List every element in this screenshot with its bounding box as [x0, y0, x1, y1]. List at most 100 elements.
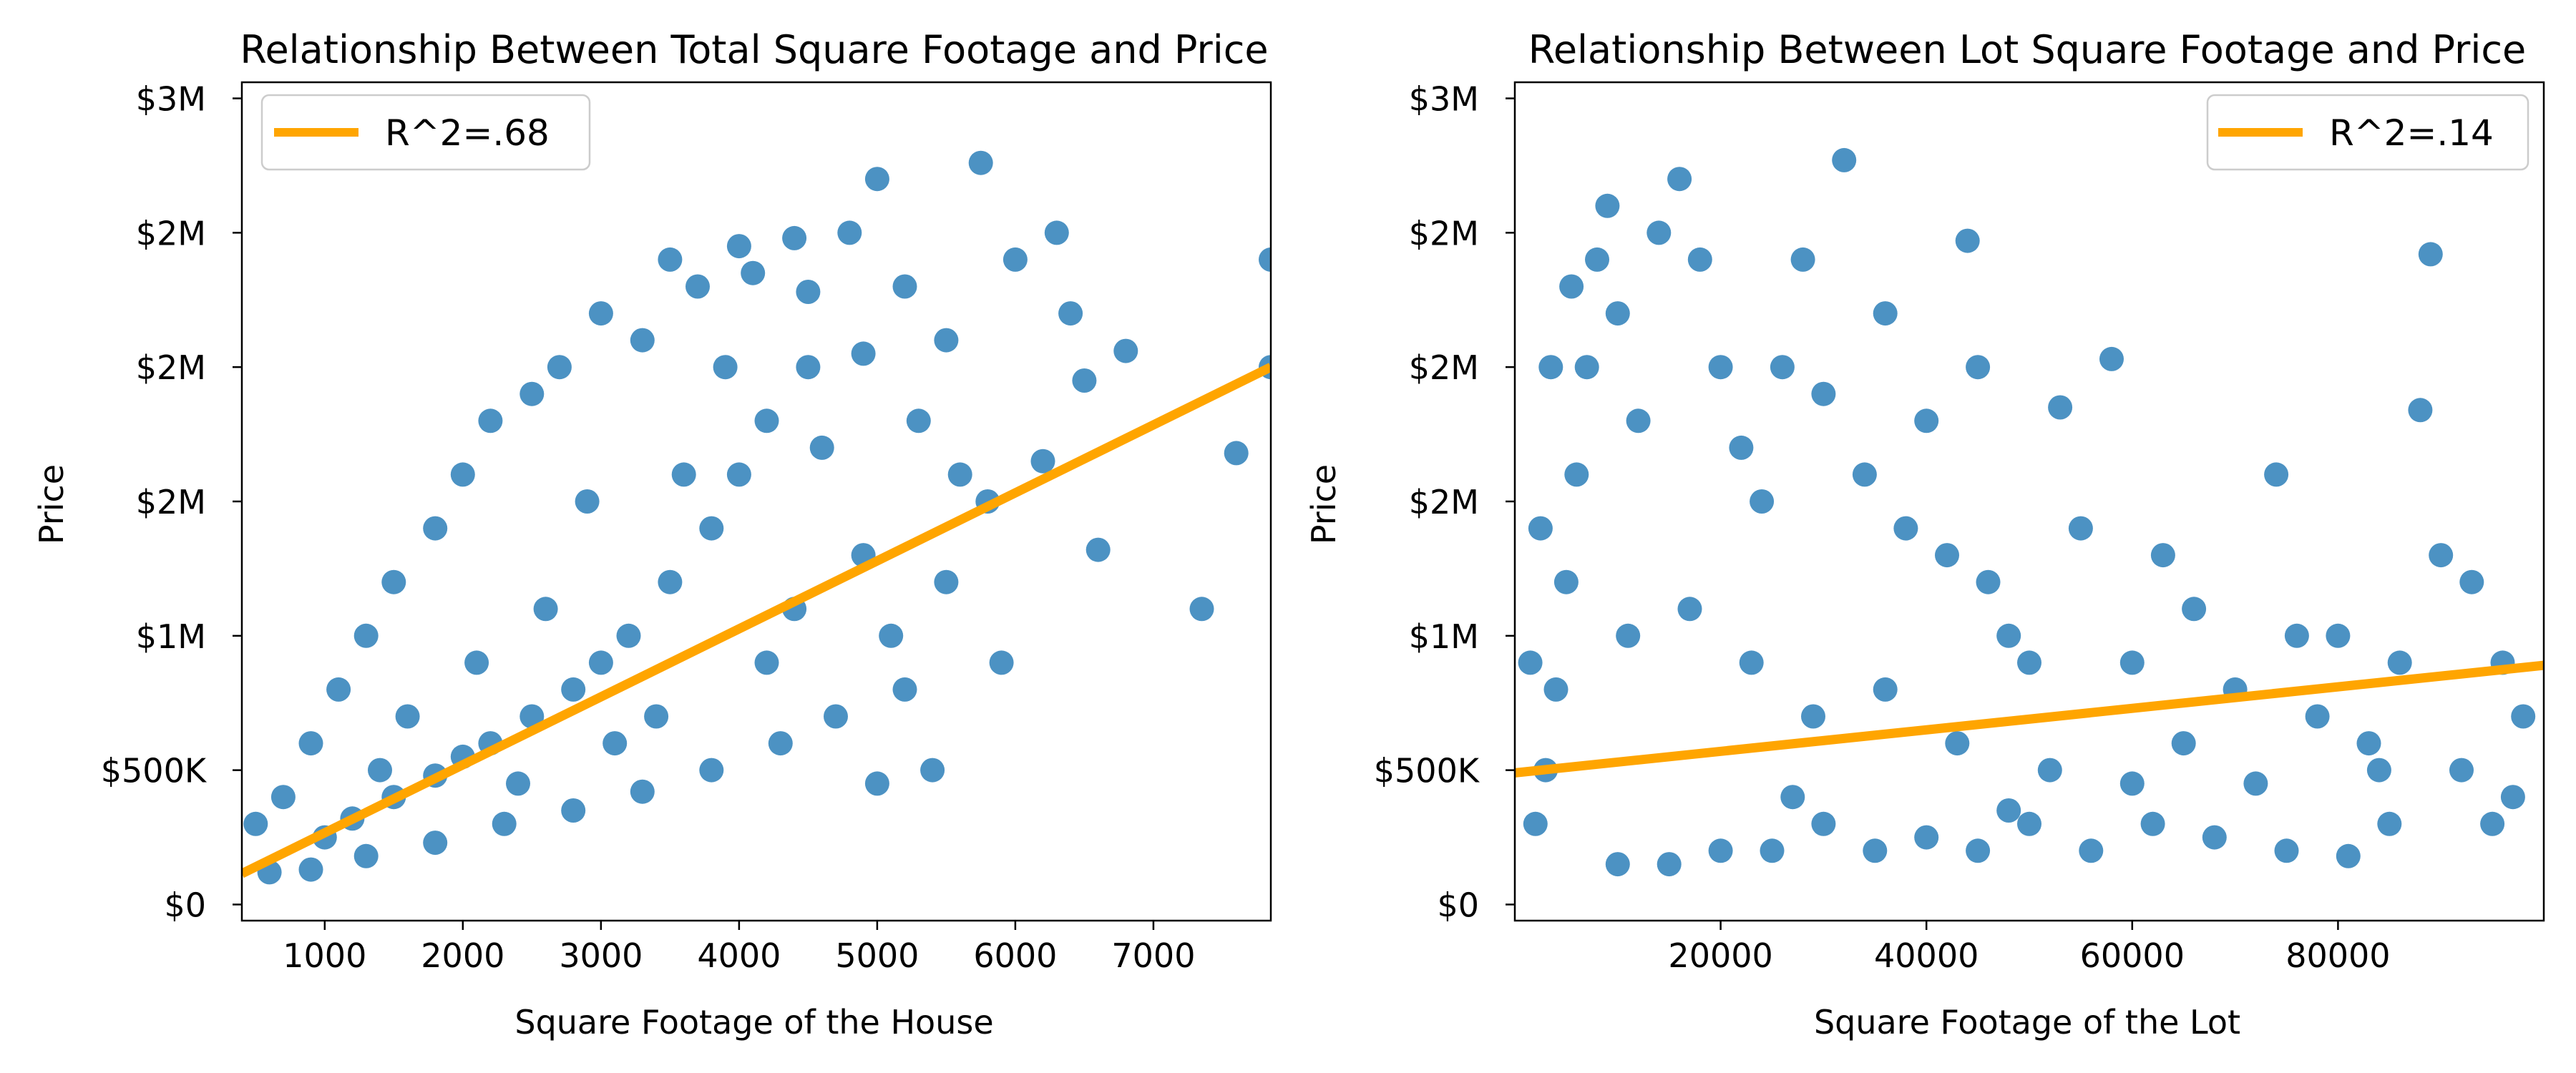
scatter-point	[1605, 852, 1630, 877]
x-axis-label: Square Footage of the House	[514, 1003, 993, 1042]
scatter-point	[864, 771, 889, 796]
scatter-point	[2500, 785, 2525, 810]
scatter-point	[1811, 381, 1836, 406]
scatter-point	[1873, 677, 1898, 702]
scatter-point	[243, 811, 268, 836]
scatter-point	[879, 623, 904, 648]
scatter-point	[1996, 623, 2021, 648]
scatter-point	[2305, 704, 2330, 729]
scatter-point	[395, 704, 420, 729]
scatter-point	[864, 167, 889, 192]
legend-label: R^2=.68	[385, 112, 550, 154]
y-tick-label: $1M	[1409, 617, 1479, 656]
scatter-point	[1259, 247, 1271, 272]
y-tick-label: $0	[1437, 886, 1479, 924]
scatter-point	[968, 150, 993, 175]
legend: R^2=.68	[260, 94, 591, 171]
scatter-point	[1002, 247, 1028, 272]
scatter-point	[1044, 220, 1069, 245]
y-axis-label: Price	[1304, 464, 1343, 544]
scatter-point	[2387, 650, 2412, 675]
legend-box	[2206, 94, 2529, 171]
scatter-point	[2171, 731, 2196, 756]
scatter-point	[602, 731, 628, 756]
scatter-point	[934, 569, 959, 594]
scatter-point	[1518, 650, 1543, 675]
scatter-point	[2243, 771, 2268, 796]
scatter-point	[934, 328, 959, 353]
scatter-point	[782, 225, 807, 250]
scatter-point	[353, 623, 379, 648]
scatter-point	[561, 798, 586, 823]
scatter-point	[1564, 462, 1589, 487]
scatter-point	[2429, 543, 2454, 568]
scatter-point	[588, 650, 613, 675]
scatter-point	[741, 260, 766, 285]
scatter-point	[547, 355, 572, 380]
x-axis-label: Square Footage of the Lot	[1814, 1003, 2240, 1042]
x-tick-label: 60000	[2080, 936, 2185, 975]
scatter-point	[423, 831, 448, 856]
scatter-point	[1955, 228, 1980, 253]
legend-label: R^2=.14	[2329, 112, 2494, 154]
scatter-point	[658, 247, 683, 272]
y-tick-label: $500K	[1374, 752, 1480, 790]
x-tick-label: 6000	[973, 936, 1057, 975]
scatter-point	[2274, 838, 2299, 863]
y-ticks: $0 $500K $1M $2M $2M $2M $3M	[101, 80, 242, 924]
scatter-point	[2356, 731, 2381, 756]
scatter-point	[2202, 825, 2227, 850]
scatter-point	[2284, 623, 2309, 648]
scatter-point	[519, 704, 545, 729]
scatter-point	[1687, 247, 1712, 272]
scatter-point	[2459, 569, 2484, 594]
regression-line	[242, 363, 1271, 878]
scatter-point	[892, 677, 917, 702]
scatter-point	[1224, 441, 1249, 466]
scatter-point	[1626, 408, 1651, 433]
scatter-point	[851, 341, 876, 366]
regression-line	[1515, 660, 2544, 778]
x-tick-label: 4000	[697, 936, 781, 975]
scatter-point	[381, 569, 406, 594]
axes-frame	[1513, 81, 2545, 922]
chart-lot-sqft: Relationship Between Lot Square Footage …	[1304, 27, 2545, 1042]
scatter-point	[519, 381, 545, 406]
scatter-point	[2511, 704, 2536, 729]
scatter-point	[368, 758, 392, 783]
scatter-point	[2099, 346, 2124, 371]
scatter-point	[1750, 489, 1775, 514]
scatter-point	[906, 408, 931, 433]
x-tick-label: 1000	[283, 936, 366, 975]
scatter-point	[353, 843, 379, 868]
scatter-point	[1616, 623, 1641, 648]
scatter-point	[947, 462, 972, 487]
x-tick-label: 7000	[1111, 936, 1195, 975]
scatter-point	[1523, 811, 1548, 836]
scatter-point	[726, 234, 751, 259]
scatter-point	[1739, 650, 1764, 675]
y-tick-label: $2M	[1409, 214, 1479, 253]
x-tick-label: 3000	[559, 936, 643, 975]
scatter-point	[1863, 838, 1888, 863]
scatter-point	[1667, 167, 1692, 192]
scatter-point	[1760, 838, 1785, 863]
scatter-point	[2449, 758, 2474, 783]
y-axis-label: Price	[32, 464, 71, 544]
scatter-point	[1595, 193, 1620, 218]
scatter-point	[2017, 811, 2041, 836]
scatter-point	[2418, 242, 2443, 267]
scatter-point	[809, 435, 834, 460]
scatter-point	[506, 771, 530, 796]
scatter-point	[298, 731, 323, 756]
scatter-point	[1677, 597, 1702, 622]
scatter-point	[699, 516, 724, 541]
scatter-point	[1559, 274, 1584, 299]
scatter-point	[1945, 731, 1970, 756]
scatter-point	[270, 785, 296, 810]
scatter-point	[1646, 220, 1672, 245]
scatter-point	[989, 650, 1014, 675]
scatter-point	[1585, 247, 1609, 272]
scatter-point	[658, 569, 683, 594]
scatter-point	[1966, 355, 1991, 380]
